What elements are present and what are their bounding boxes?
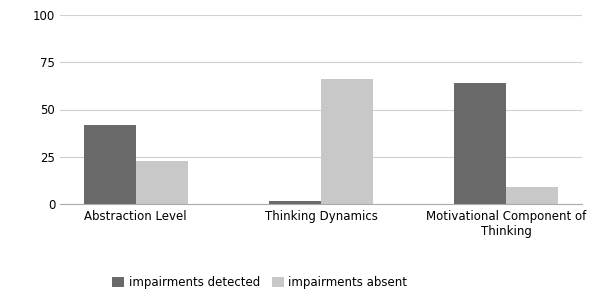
Bar: [454, 83, 506, 204]
Bar: [84, 125, 136, 204]
Legend: impairments detected, impairments absent: impairments detected, impairments absent: [107, 271, 412, 292]
Bar: [321, 79, 373, 204]
Bar: [136, 161, 188, 204]
Bar: [506, 187, 558, 204]
Bar: [269, 201, 321, 204]
